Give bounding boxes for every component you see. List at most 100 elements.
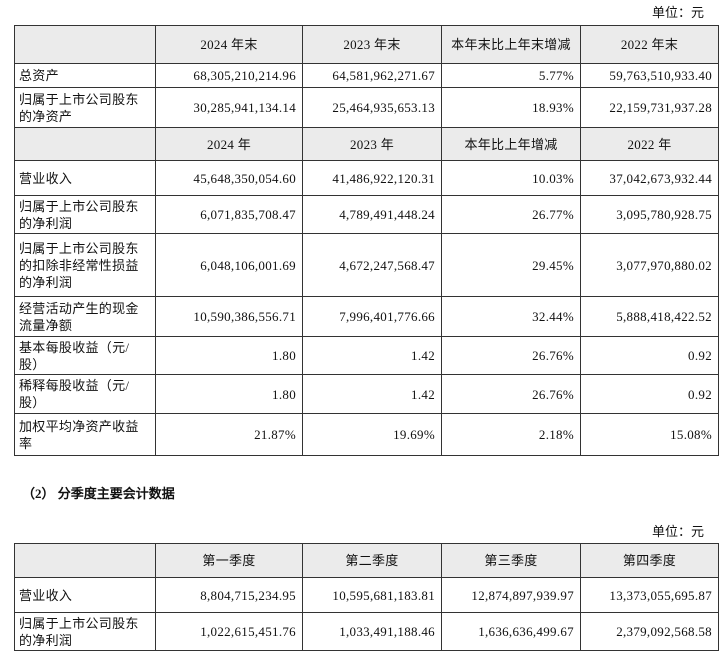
cell-text: 45,648,350,054.60 bbox=[193, 170, 296, 186]
cell-text: 归属于上市公司股东的扣除非经常性损益的净利润 bbox=[19, 240, 139, 290]
cell-text: 本年比上年增减 bbox=[464, 136, 558, 152]
cell-text: 经营活动产生的现金流量净额 bbox=[19, 300, 139, 333]
cell-text: 2023 年末 bbox=[343, 37, 401, 52]
cell-text: 归属于上市公司股东的净利润 bbox=[19, 615, 139, 648]
cell-text: 4,789,491,448.24 bbox=[339, 207, 435, 222]
data-cell: 1.42 bbox=[302, 374, 442, 414]
row-label: 营业收入 bbox=[14, 577, 156, 613]
data-cell: 6,071,835,708.47 bbox=[155, 195, 303, 234]
cell-text: 8,804,715,234.95 bbox=[200, 587, 296, 603]
cell-text: 29.45% bbox=[532, 257, 574, 273]
data-cell: 4,672,247,568.47 bbox=[302, 233, 442, 297]
row-label: 归属于上市公司股东的净资产 bbox=[14, 87, 156, 128]
data-cell: 1,636,636,499.67 bbox=[441, 612, 581, 651]
cell-text: 2022 年 bbox=[627, 136, 672, 152]
cell-text: 30,285,941,134.14 bbox=[193, 100, 296, 115]
header-cell: 2024 年末 bbox=[155, 25, 303, 64]
cell-text: 13,373,055,695.87 bbox=[609, 587, 712, 603]
data-cell: 15.08% bbox=[580, 413, 719, 456]
cell-text: 加权平均净资产收益率 bbox=[19, 418, 139, 451]
data-cell: 10,590,386,556.71 bbox=[155, 296, 303, 337]
row-label: 营业收入 bbox=[14, 160, 156, 196]
data-cell: 3,095,780,928.75 bbox=[580, 195, 719, 234]
cell-text: 5,888,418,422.52 bbox=[616, 309, 712, 324]
cell-text: 第二季度 bbox=[345, 553, 399, 568]
cell-text: 1.42 bbox=[411, 386, 435, 402]
header-cell: 2023 年 bbox=[302, 127, 442, 161]
data-cell: 10.03% bbox=[441, 160, 581, 196]
cell-text: 21.87% bbox=[254, 427, 296, 442]
cell-text: 26.76% bbox=[532, 386, 574, 402]
data-cell: 19.69% bbox=[302, 413, 442, 456]
data-cell: 64,581,962,271.67 bbox=[302, 63, 442, 88]
cell-text: 26.76% bbox=[532, 348, 574, 363]
header-cell bbox=[14, 543, 156, 578]
cell-text: 1,022,615,451.76 bbox=[200, 624, 296, 639]
data-cell: 5.77% bbox=[441, 63, 581, 88]
cell-text: 3,095,780,928.75 bbox=[616, 207, 712, 222]
cell-text: 5.77% bbox=[538, 68, 574, 83]
cell-text: 0.92 bbox=[688, 348, 712, 363]
data-cell: 8,804,715,234.95 bbox=[155, 577, 303, 613]
data-cell: 37,042,673,932.44 bbox=[580, 160, 719, 196]
row-label: 归属于上市公司股东的扣除非经常性损益的净利润 bbox=[14, 233, 156, 297]
cell-text: 2022 年末 bbox=[620, 37, 679, 52]
cell-text: 68,305,210,214.96 bbox=[193, 68, 296, 83]
section-title: （2） 分季度主要会计数据 bbox=[22, 486, 175, 501]
cell-text: 归属于上市公司股东的净资产 bbox=[19, 91, 139, 124]
cell-text: 32.44% bbox=[532, 309, 574, 324]
cell-text: 0.92 bbox=[688, 386, 712, 402]
data-cell: 59,763,510,933.40 bbox=[580, 63, 719, 88]
unit-label: 单位：元 bbox=[652, 524, 705, 539]
cell-text: 19.69% bbox=[393, 427, 435, 442]
cell-text: 2024 年末 bbox=[200, 37, 258, 52]
data-cell: 0.92 bbox=[580, 374, 719, 414]
cell-text: 12,874,897,939.97 bbox=[471, 587, 574, 603]
cell-text: 2,379,092,568.58 bbox=[616, 624, 712, 639]
data-cell: 13,373,055,695.87 bbox=[580, 577, 719, 613]
cell-text: 22,159,731,937.28 bbox=[609, 100, 712, 115]
cell-text: 1,636,636,499.67 bbox=[478, 624, 574, 639]
row-label: 归属于上市公司股东的净利润 bbox=[14, 612, 156, 651]
cell-text: 营业收入 bbox=[19, 587, 73, 603]
row-label: 归属于上市公司股东的净利润 bbox=[14, 195, 156, 234]
header-cell: 2024 年 bbox=[155, 127, 303, 161]
cell-text: 1.42 bbox=[411, 348, 435, 363]
data-cell: 22,159,731,937.28 bbox=[580, 87, 719, 128]
unit-label: 单位：元 bbox=[652, 5, 705, 20]
data-cell: 25,464,935,653.13 bbox=[302, 87, 442, 128]
header-cell: 本年比上年增减 bbox=[441, 127, 581, 161]
cell-text: 7,996,401,776.66 bbox=[339, 309, 435, 324]
data-cell: 2,379,092,568.58 bbox=[580, 612, 719, 651]
data-cell: 12,874,897,939.97 bbox=[441, 577, 581, 613]
cell-text: 6,071,835,708.47 bbox=[200, 207, 296, 222]
cell-text: 第一季度 bbox=[202, 553, 256, 568]
row-label: 总资产 bbox=[14, 63, 156, 88]
data-cell: 32.44% bbox=[441, 296, 581, 337]
data-cell: 1,033,491,188.46 bbox=[302, 612, 442, 651]
cell-text: 37,042,673,932.44 bbox=[609, 170, 712, 186]
cell-text: 4,672,247,568.47 bbox=[339, 257, 435, 273]
data-cell: 18.93% bbox=[441, 87, 581, 128]
header-cell: 第一季度 bbox=[155, 543, 303, 578]
header-cell: 2022 年末 bbox=[580, 25, 719, 64]
header-cell: 本年末比上年末增减 bbox=[441, 25, 581, 64]
data-cell: 4,789,491,448.24 bbox=[302, 195, 442, 234]
cell-text: 10.03% bbox=[532, 170, 574, 186]
cell-text: 15.08% bbox=[670, 427, 712, 442]
cell-text: 6,048,106,001.69 bbox=[200, 257, 296, 273]
header-cell bbox=[14, 127, 156, 161]
row-label: 经营活动产生的现金流量净额 bbox=[14, 296, 156, 337]
data-cell: 45,648,350,054.60 bbox=[155, 160, 303, 196]
cell-text: 59,763,510,933.40 bbox=[609, 68, 712, 83]
cell-text: 2024 年 bbox=[206, 136, 252, 152]
header-cell: 第三季度 bbox=[441, 543, 581, 578]
cell-text: 10,590,386,556.71 bbox=[193, 309, 296, 324]
data-cell: 26.76% bbox=[441, 374, 581, 414]
cell-text: 归属于上市公司股东的净利润 bbox=[19, 198, 139, 231]
cell-text: 41,486,922,120.31 bbox=[332, 170, 435, 186]
cell-text: 总资产 bbox=[19, 68, 59, 83]
data-cell: 26.77% bbox=[441, 195, 581, 234]
row-label: 基本每股收益（元/股） bbox=[14, 336, 156, 375]
